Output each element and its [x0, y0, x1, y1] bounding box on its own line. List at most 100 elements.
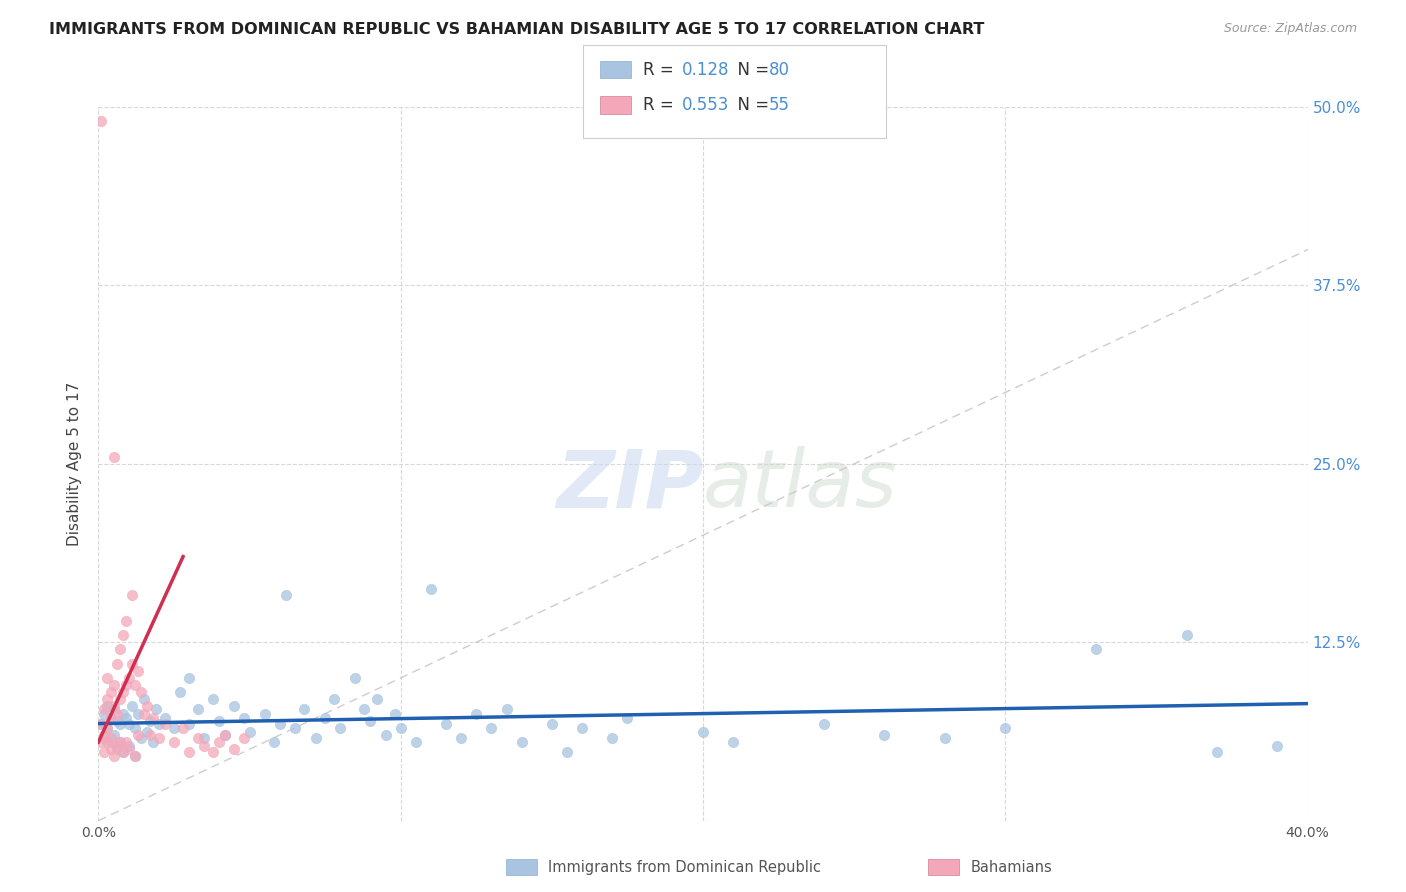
Point: [353, 702, 375, 716]
Point: [93, 706, 115, 721]
Point: [139, 714, 162, 728]
Point: [284, 721, 307, 735]
Text: 0.128: 0.128: [682, 61, 730, 78]
Point: [142, 711, 165, 725]
Point: [1175, 628, 1198, 642]
Point: [127, 664, 149, 678]
Point: [108, 716, 131, 731]
Point: [105, 706, 128, 721]
Point: [616, 711, 638, 725]
Point: [100, 711, 122, 725]
Point: [602, 731, 624, 745]
Point: [90, 735, 112, 749]
Point: [105, 739, 128, 754]
Point: [132, 692, 155, 706]
Point: [510, 735, 533, 749]
Point: [96, 735, 118, 749]
Point: [1085, 642, 1108, 657]
Point: [253, 706, 276, 721]
Point: [103, 450, 125, 464]
Point: [100, 685, 122, 699]
Text: IMMIGRANTS FROM DOMINICAN REPUBLIC VS BAHAMIAN DISABILITY AGE 5 TO 17 CORRELATIO: IMMIGRANTS FROM DOMINICAN REPUBLIC VS BA…: [49, 22, 984, 37]
Point: [105, 657, 128, 671]
Point: [111, 628, 134, 642]
Point: [108, 735, 131, 749]
Point: [366, 692, 388, 706]
Point: [571, 721, 593, 735]
Point: [108, 642, 131, 657]
Point: [111, 685, 134, 699]
Point: [692, 725, 714, 739]
Point: [169, 685, 191, 699]
Point: [434, 716, 457, 731]
Point: [420, 582, 443, 597]
Point: [114, 735, 136, 749]
Point: [214, 728, 236, 742]
Point: [108, 692, 131, 706]
Point: [118, 739, 141, 754]
Text: Bahamians: Bahamians: [970, 860, 1052, 874]
Point: [100, 711, 122, 725]
Point: [105, 714, 128, 728]
Text: R =: R =: [643, 96, 679, 114]
Point: [103, 678, 125, 692]
Point: [374, 728, 396, 742]
Point: [1206, 745, 1229, 759]
Point: [208, 735, 231, 749]
Point: [934, 731, 956, 745]
Point: [129, 685, 152, 699]
Point: [114, 614, 136, 628]
Point: [100, 731, 122, 745]
Point: [263, 735, 285, 749]
Point: [224, 742, 246, 756]
Point: [142, 735, 165, 749]
Point: [193, 731, 215, 745]
Point: [135, 725, 157, 739]
Point: [111, 745, 134, 759]
Point: [153, 716, 176, 731]
Point: [118, 742, 141, 756]
Point: [179, 716, 201, 731]
Point: [105, 742, 128, 756]
Point: [202, 692, 225, 706]
Point: [214, 728, 236, 742]
Text: N =: N =: [727, 96, 775, 114]
Point: [323, 692, 346, 706]
Point: [179, 671, 201, 685]
Point: [114, 711, 136, 725]
Point: [450, 731, 472, 745]
Point: [148, 716, 170, 731]
Point: [124, 678, 146, 692]
Point: [187, 702, 209, 716]
Point: [90, 716, 112, 731]
Point: [202, 745, 225, 759]
Text: N =: N =: [727, 61, 775, 78]
Point: [118, 716, 141, 731]
Point: [187, 731, 209, 745]
Point: [124, 749, 146, 764]
Point: [153, 711, 176, 725]
Point: [111, 745, 134, 759]
Text: Source: ZipAtlas.com: Source: ZipAtlas.com: [1223, 22, 1357, 36]
Point: [103, 728, 125, 742]
Point: [232, 711, 254, 725]
Point: [103, 699, 125, 714]
Point: [103, 749, 125, 764]
Point: [224, 699, 246, 714]
Point: [555, 745, 578, 759]
Point: [495, 702, 517, 716]
Text: atlas: atlas: [703, 446, 898, 524]
Point: [329, 721, 352, 735]
Point: [93, 731, 115, 745]
Point: [121, 699, 143, 714]
Point: [132, 706, 155, 721]
Text: 0.553: 0.553: [682, 96, 730, 114]
Point: [873, 728, 896, 742]
Point: [108, 735, 131, 749]
Point: [121, 657, 143, 671]
Point: [124, 721, 146, 735]
Point: [163, 721, 186, 735]
Text: R =: R =: [643, 61, 679, 78]
Text: Immigrants from Dominican Republic: Immigrants from Dominican Republic: [548, 860, 821, 874]
Point: [344, 671, 367, 685]
